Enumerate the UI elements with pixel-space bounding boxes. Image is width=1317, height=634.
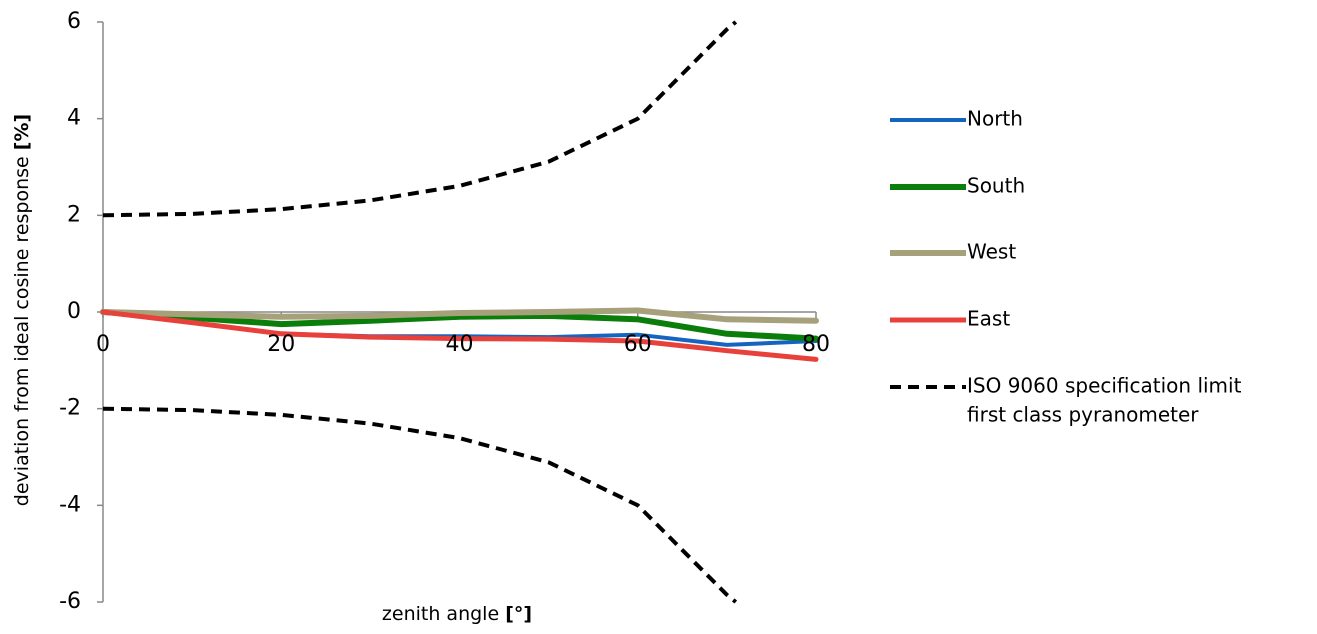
legend-label: South bbox=[967, 174, 1025, 198]
y-tick-label: 6 bbox=[67, 9, 81, 34]
legend: North South West East ISO 9060 specification… bbox=[890, 107, 1242, 427]
y-tick-label: 0 bbox=[67, 299, 81, 324]
y-tick-label: -2 bbox=[59, 396, 81, 421]
x-axis-unit: [°] bbox=[505, 603, 532, 625]
series-line-4 bbox=[102, 20, 738, 218]
x-tick-labels: 0 20 40 60 80 bbox=[96, 332, 830, 357]
legend-label: ISO 9060 specification limit bbox=[967, 374, 1242, 398]
series-line-1 bbox=[100, 309, 819, 342]
series-line-3 bbox=[100, 309, 819, 362]
y-tick-label: 4 bbox=[67, 106, 81, 131]
legend-label: North bbox=[967, 107, 1023, 131]
y-tick-label: 2 bbox=[67, 202, 81, 227]
y-axis-title: deviation from ideal cosine response [%] bbox=[11, 114, 33, 506]
x-tick-label: 40 bbox=[446, 332, 474, 357]
y-tick-label: -4 bbox=[59, 492, 81, 517]
y-axis-title-text: deviation from ideal cosine response bbox=[11, 156, 33, 506]
x-tick-label: 20 bbox=[267, 332, 295, 357]
x-tick-label: 60 bbox=[624, 332, 652, 357]
series-layer bbox=[100, 20, 819, 604]
y-tick-label: -6 bbox=[59, 589, 81, 614]
y-axis-unit: [%] bbox=[11, 114, 33, 150]
legend-label: East bbox=[967, 307, 1010, 331]
y-tick-labels: 6 4 2 0 -2 -4 -6 bbox=[59, 9, 81, 614]
legend-label: first class pyranometer bbox=[967, 403, 1199, 427]
legend-label: West bbox=[967, 240, 1016, 264]
series-line-2 bbox=[100, 307, 819, 324]
x-axis-title: zenith angle [°] bbox=[382, 603, 532, 625]
x-axis-title-text: zenith angle bbox=[382, 603, 499, 625]
x-tick-label: 0 bbox=[96, 332, 110, 357]
series-line-5 bbox=[102, 406, 738, 604]
x-tick-label: 80 bbox=[802, 332, 830, 357]
